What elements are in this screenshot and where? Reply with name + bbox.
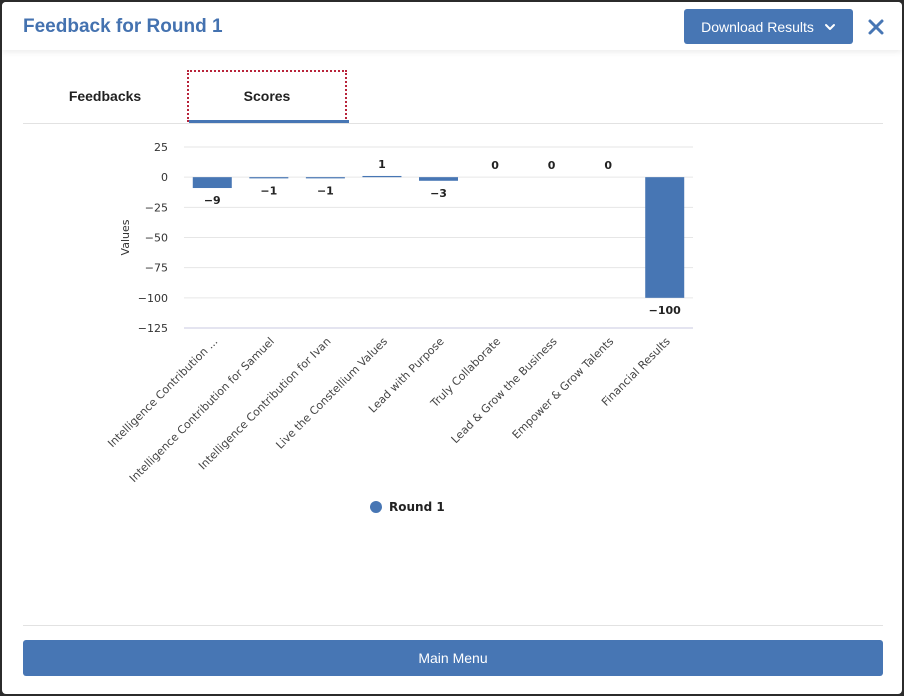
download-results-button[interactable]: Download Results bbox=[684, 9, 853, 44]
close-icon bbox=[868, 19, 884, 35]
bar bbox=[419, 177, 458, 181]
y-tick-label: 25 bbox=[154, 141, 168, 154]
tab-feedbacks[interactable]: Feedbacks bbox=[68, 88, 142, 104]
bar bbox=[249, 177, 289, 179]
x-tick-label: Empower & Grow Talents bbox=[510, 335, 617, 442]
bar bbox=[645, 177, 685, 298]
tab-scores[interactable]: Scores bbox=[187, 70, 347, 122]
y-tick-label: −25 bbox=[145, 201, 168, 214]
data-label: −100 bbox=[649, 304, 682, 317]
close-button[interactable] bbox=[865, 16, 887, 38]
data-label: −3 bbox=[430, 187, 447, 200]
legend-label: Round 1 bbox=[389, 500, 445, 514]
y-axis-label: Values bbox=[119, 219, 132, 255]
data-label: 0 bbox=[548, 159, 556, 172]
data-label: −1 bbox=[317, 184, 334, 197]
tab-bar: Feedbacks Scores bbox=[23, 70, 883, 124]
y-tick-label: 0 bbox=[161, 171, 168, 184]
data-label: 0 bbox=[491, 159, 499, 172]
y-tick-label: −125 bbox=[138, 322, 168, 335]
footer-divider bbox=[23, 625, 883, 626]
data-label: 1 bbox=[378, 158, 386, 171]
x-tick-label: Lead & Grow the Business bbox=[449, 335, 560, 446]
y-tick-label: −50 bbox=[145, 232, 168, 245]
chevron-down-icon bbox=[824, 23, 835, 30]
y-tick-label: −75 bbox=[145, 262, 168, 275]
x-tick-label: Live the Constellium Values bbox=[273, 335, 390, 452]
bar bbox=[305, 177, 345, 179]
data-label: −1 bbox=[260, 184, 277, 197]
main-menu-button[interactable]: Main Menu bbox=[23, 640, 883, 676]
active-tab-indicator bbox=[189, 120, 349, 123]
x-tick-label: Intelligence Contribution ... bbox=[105, 335, 220, 450]
bar bbox=[362, 175, 402, 178]
y-tick-label: −100 bbox=[138, 292, 168, 305]
data-label: 0 bbox=[604, 159, 612, 172]
legend-marker-circle-icon bbox=[370, 501, 382, 513]
modal-header: Feedback for Round 1 Download Results bbox=[2, 2, 902, 50]
data-label: −9 bbox=[204, 194, 221, 207]
download-results-label: Download Results bbox=[701, 18, 814, 35]
scores-bar-chart: 250−25−50−75−100−125Values−9Intelligence… bbox=[105, 141, 693, 514]
bar bbox=[192, 177, 232, 189]
modal-title: Feedback for Round 1 bbox=[23, 16, 223, 37]
